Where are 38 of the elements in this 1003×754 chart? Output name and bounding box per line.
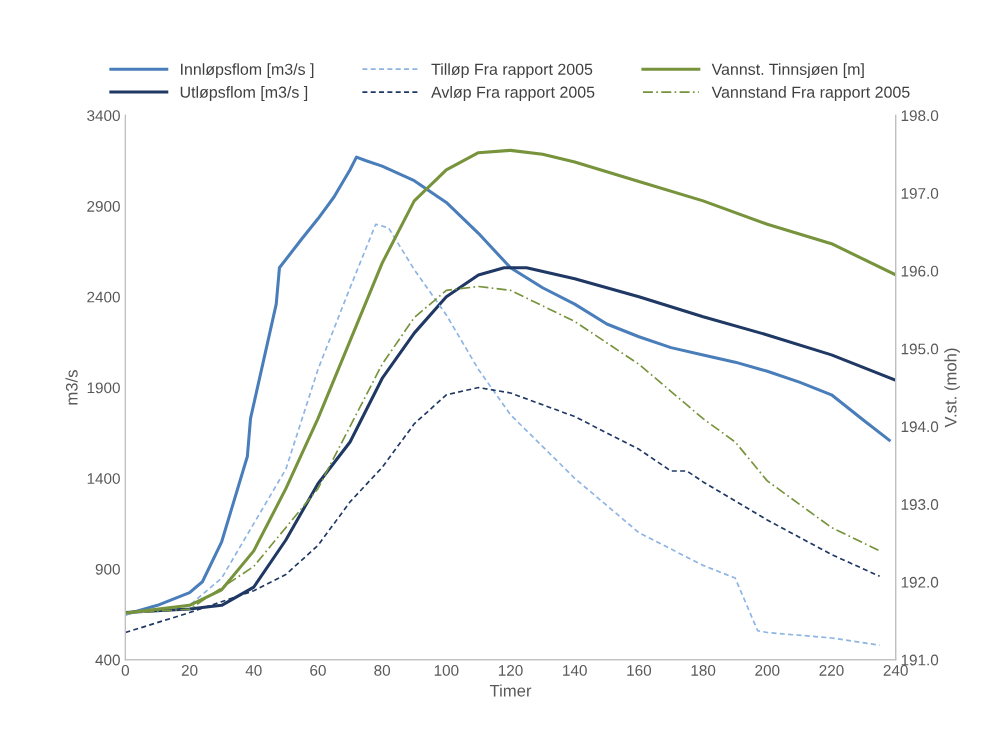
x-tick-label: 220: [819, 665, 844, 676]
x-tick-label: 160: [627, 665, 652, 676]
x-tick-label: 80: [374, 665, 391, 676]
y-tick-label: 3400: [87, 110, 120, 122]
y2-tick-label: 197.0: [901, 188, 939, 199]
y-axis-title: m3/s: [65, 370, 78, 405]
x-tick-label: 140: [563, 665, 587, 676]
y2-tick-label: 195.0: [901, 343, 939, 355]
y-tick-label: 1900: [87, 382, 120, 394]
y-tick-label: 1400: [87, 473, 120, 484]
y-tick-label: 400: [95, 654, 120, 666]
y-tick-label: 900: [95, 563, 120, 575]
x-tick-label: 40: [245, 665, 262, 676]
y2-tick-label: 192.0: [901, 576, 939, 588]
y2-tick-label: 198.0: [901, 110, 939, 122]
legend-label: Utløpsflom [m3/s ]: [180, 86, 308, 101]
x-axis-title: Timer: [489, 684, 532, 697]
legend-label: Innløpsflom [m3/s ]: [181, 63, 314, 79]
y2-tick-label: 193.0: [901, 499, 939, 510]
y2-tick-label: 196.0: [901, 265, 939, 277]
legend-label: Avløp Fra rapport 2005: [431, 86, 595, 101]
y-tick-label: 2400: [87, 291, 120, 303]
legend-label: Tilløp Fra rapport 2005: [431, 63, 593, 79]
y2-axis-title: V.st. (moh): [944, 348, 960, 428]
x-tick-label: 120: [498, 665, 523, 676]
x-tick-label: 20: [181, 665, 198, 676]
x-tick-label: 200: [755, 665, 780, 676]
legend-label: Vannst. Tinnsjøen [m]: [711, 63, 864, 79]
y2-tick-label: 194.0: [901, 421, 939, 433]
legend-label: Vannstand Fra rapport 2005: [711, 86, 910, 101]
line-series: [125, 223, 881, 647]
x-tick-label: 100: [434, 665, 459, 676]
y2-tick-label: 191.0: [901, 654, 939, 666]
x-tick-label: 240: [883, 665, 908, 676]
y-tick-label: 2900: [87, 200, 120, 212]
x-tick-label: 60: [310, 665, 326, 676]
x-tick-label: 0: [121, 665, 130, 676]
x-tick-label: 180: [691, 665, 716, 676]
